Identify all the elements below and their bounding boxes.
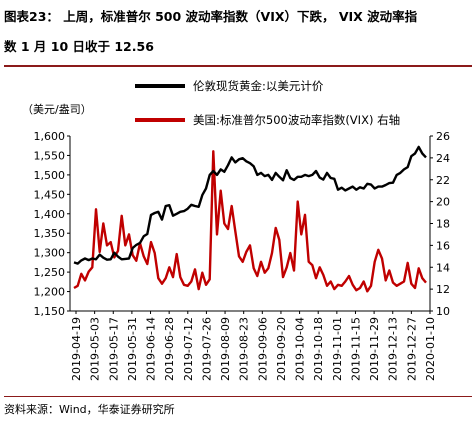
x-tick-label: 2019-06-14 bbox=[145, 317, 158, 381]
x-tick-label: 2020-01-10 bbox=[424, 317, 437, 381]
source-note: 资料来源：Wind，华泰证券研究所 bbox=[4, 403, 175, 416]
title-line-2: 数 1 月 10 日收于 12.56 bbox=[4, 39, 154, 54]
legend-label-gold: 伦敦现货黄金:以美元计价 bbox=[193, 79, 324, 93]
x-tick-label: 2019-05-03 bbox=[89, 317, 102, 381]
title-divider bbox=[4, 65, 472, 67]
right-tick-label: 12 bbox=[436, 283, 450, 296]
x-tick-label: 2019-11-15 bbox=[349, 317, 362, 381]
x-tick-label: 2019-04-19 bbox=[70, 317, 83, 381]
x-tick-label: 2019-08-09 bbox=[219, 317, 232, 381]
x-tick-label: 2019-10-18 bbox=[312, 317, 325, 381]
x-tick-label: 2019-05-31 bbox=[126, 317, 139, 381]
left-tick-label: 1,500 bbox=[34, 169, 66, 182]
left-tick-label: 1,250 bbox=[34, 266, 66, 279]
x-tick-label: 2019-11-29 bbox=[368, 317, 381, 381]
gold-series-line bbox=[73, 145, 427, 265]
right-tick-label: 14 bbox=[436, 261, 450, 274]
left-tick-label: 1,200 bbox=[34, 286, 66, 299]
left-tick-label: 1,350 bbox=[34, 227, 66, 240]
x-tick-label: 2019-09-06 bbox=[256, 317, 269, 381]
legend-swatch-gold bbox=[135, 84, 185, 88]
vix-series-line bbox=[73, 150, 427, 293]
x-tick-label: 2019-07-12 bbox=[182, 317, 195, 381]
legend-item-vix: 美国:标准普尔500波动率指数(VIX) 右轴 bbox=[135, 110, 400, 130]
left-axis-unit: （美元/盎司） bbox=[22, 103, 92, 116]
source-divider bbox=[4, 396, 472, 397]
right-tick-label: 10 bbox=[436, 305, 450, 318]
x-tick-label: 2019-05-17 bbox=[107, 317, 120, 381]
x-tick-label: 2019-09-20 bbox=[275, 317, 288, 381]
left-tick-label: 1,450 bbox=[34, 188, 66, 201]
x-tick-label: 2019-10-04 bbox=[294, 317, 307, 381]
x-tick-label: 2019-08-23 bbox=[238, 317, 251, 381]
left-tick-label: 1,300 bbox=[34, 247, 66, 260]
x-tick-label: 2019-06-28 bbox=[163, 317, 176, 381]
legend-label-vix: 美国:标准普尔500波动率指数(VIX) 右轴 bbox=[193, 113, 401, 127]
right-tick-label: 24 bbox=[436, 152, 450, 165]
right-tick-label: 18 bbox=[436, 218, 450, 231]
right-tick-label: 16 bbox=[436, 239, 450, 252]
title-line-1: 图表23： 上周，标准普尔 500 波动率指数（VIX）下跌， VIX 波动率指 bbox=[4, 9, 418, 24]
right-tick-label: 26 bbox=[436, 130, 450, 143]
left-tick-label: 1,400 bbox=[34, 208, 66, 221]
x-tick-label: 2019-07-26 bbox=[200, 317, 213, 381]
figure-title: 图表23： 上周，标准普尔 500 波动率指数（VIX）下跌， VIX 波动率指… bbox=[4, 2, 472, 62]
chart-legend: 伦敦现货黄金:以美元计价 美国:标准普尔500波动率指数(VIX) 右轴 bbox=[135, 76, 400, 144]
right-tick-label: 20 bbox=[436, 196, 450, 209]
left-tick-label: 1,600 bbox=[34, 130, 66, 143]
x-tick-label: 2019-12-27 bbox=[405, 317, 418, 381]
x-tick-label: 2019-11-01 bbox=[331, 317, 344, 381]
left-tick-label: 1,150 bbox=[34, 305, 66, 318]
legend-item-gold: 伦敦现货黄金:以美元计价 bbox=[135, 76, 400, 96]
left-tick-label: 1,550 bbox=[34, 149, 66, 162]
x-tick-label: 2019-12-13 bbox=[387, 317, 400, 381]
legend-swatch-vix bbox=[135, 118, 185, 122]
right-tick-label: 22 bbox=[436, 174, 450, 187]
